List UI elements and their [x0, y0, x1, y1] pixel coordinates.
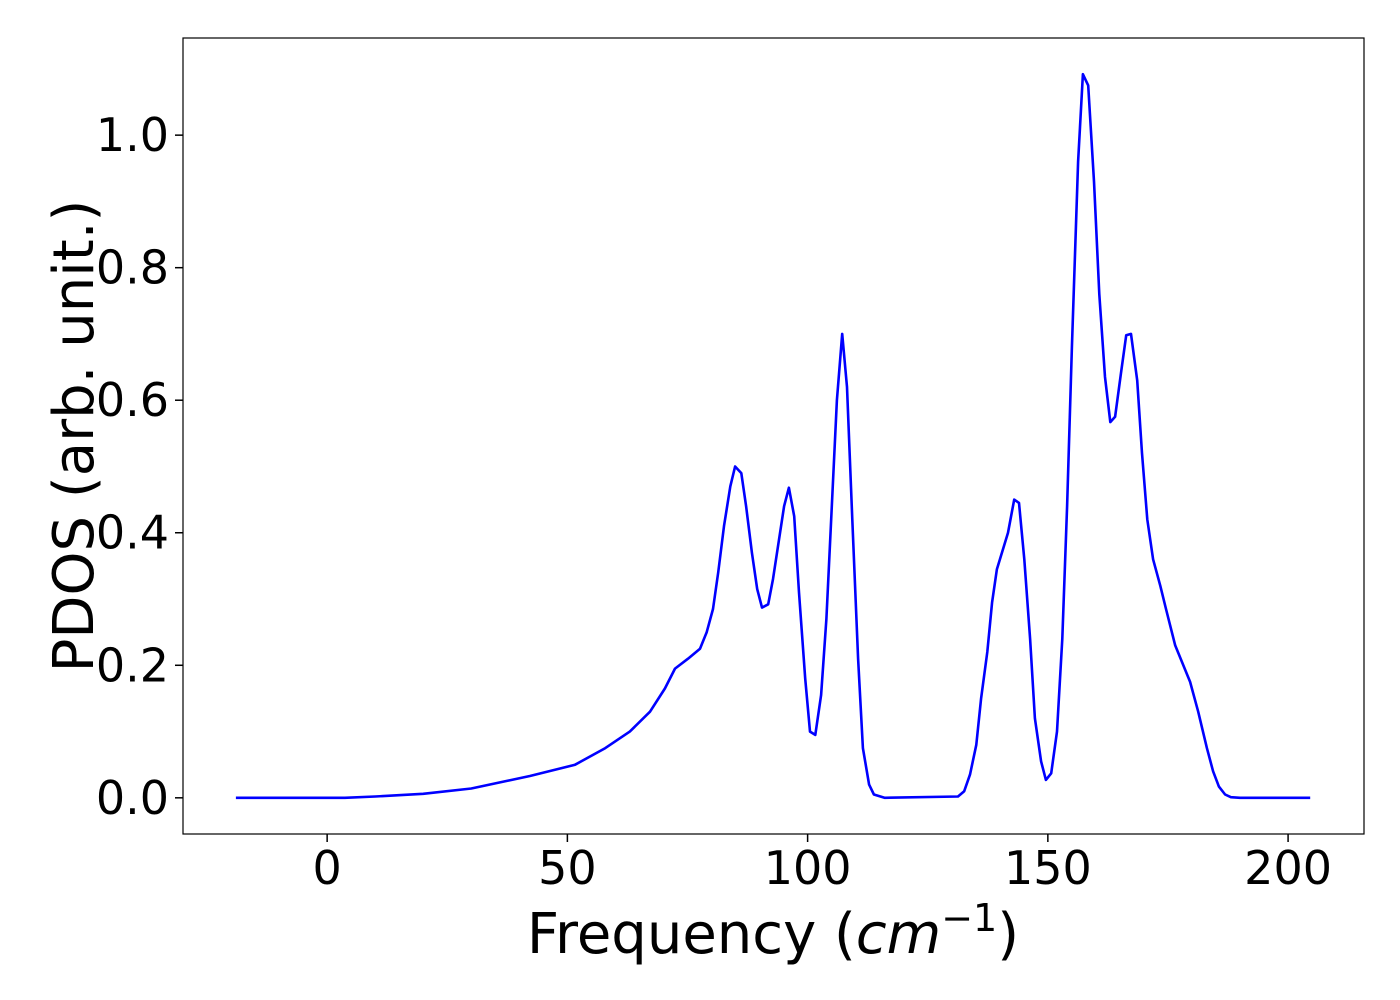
y-axis-label: PDOS (arb. unit.): [42, 200, 107, 673]
y-tick-label: 0.6: [96, 373, 169, 427]
x-label-close: ): [997, 902, 1019, 967]
line-series: [235, 72, 1311, 800]
y-tick-label: 0.4: [96, 506, 169, 560]
x-tick-label: 150: [1004, 841, 1092, 895]
y-tick-label: 0.2: [96, 638, 169, 692]
x-axis-label: Frequency (cm−1): [527, 896, 1019, 967]
x-tick-label: 0: [313, 841, 342, 895]
x-tick-label: 200: [1244, 841, 1332, 895]
x-label-exponent: −1: [941, 896, 997, 940]
y-tick-label: 1.0: [96, 108, 169, 162]
plot-frame: [182, 37, 1365, 835]
y-tick-label: 0.0: [96, 771, 169, 825]
x-tick-label: 50: [538, 841, 597, 895]
x-tick-label: 100: [764, 841, 852, 895]
y-tick-label: 0.8: [96, 241, 169, 295]
x-label-unit: cm: [856, 902, 941, 967]
x-label-text: Frequency (: [527, 902, 856, 967]
